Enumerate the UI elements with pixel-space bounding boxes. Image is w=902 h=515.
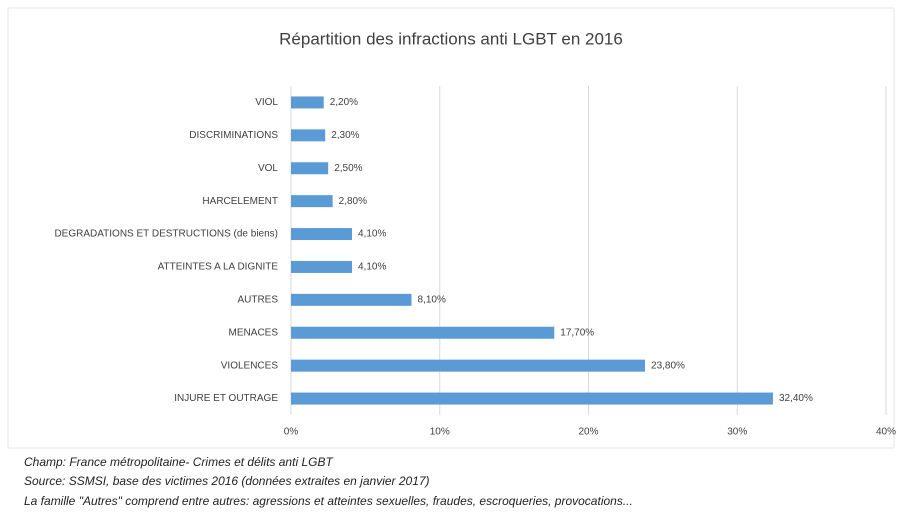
- value-label: 8,10%: [417, 294, 445, 305]
- x-tick-label: 40%: [876, 427, 896, 438]
- footnote: Champ: France métropolitaine- Crimes et …: [24, 455, 334, 469]
- category-label: AUTRES: [237, 294, 278, 305]
- bar: [291, 326, 555, 339]
- chart-title: Répartition des infractions anti LGBT en…: [279, 29, 623, 48]
- chart-frame: [7, 7, 895, 449]
- category-label: MENACES: [229, 327, 279, 338]
- bar: [291, 129, 326, 142]
- bar: [291, 96, 324, 109]
- value-label: 32,40%: [779, 393, 813, 404]
- bar: [291, 359, 646, 372]
- value-label: 2,50%: [334, 163, 362, 174]
- category-label: DEGRADATIONS ET DESTRUCTIONS (de biens): [54, 229, 278, 240]
- value-label: 17,70%: [560, 327, 594, 338]
- value-label: 4,10%: [358, 262, 386, 273]
- footnote: La famille "Autres" comprend entre autre…: [24, 494, 633, 508]
- category-label: DISCRIMINATIONS: [189, 130, 278, 141]
- value-label: 2,30%: [331, 130, 359, 141]
- value-label: 4,10%: [358, 229, 386, 240]
- bar: [291, 162, 329, 175]
- value-label: 2,80%: [339, 196, 367, 207]
- category-label: ATTEINTES A LA DIGNITE: [158, 262, 279, 273]
- category-label: VOL: [258, 163, 278, 174]
- x-tick-label: 10%: [430, 427, 450, 438]
- footnote: Source: SSMSI, base des victimes 2016 (d…: [24, 474, 430, 488]
- value-label: 2,20%: [330, 97, 358, 108]
- bar: [291, 260, 352, 273]
- category-label: VIOL: [255, 97, 278, 108]
- bar: [291, 228, 352, 241]
- category-label: VIOLENCES: [221, 360, 279, 371]
- value-label: 23,80%: [651, 360, 685, 371]
- category-label: INJURE ET OUTRAGE: [174, 393, 278, 404]
- bar: [291, 392, 773, 405]
- bar: [291, 293, 412, 306]
- bar: [291, 195, 333, 208]
- x-tick-label: 30%: [727, 427, 747, 438]
- x-tick-label: 0%: [284, 427, 299, 438]
- x-tick-label: 20%: [578, 427, 598, 438]
- category-label: HARCELEMENT: [202, 196, 278, 207]
